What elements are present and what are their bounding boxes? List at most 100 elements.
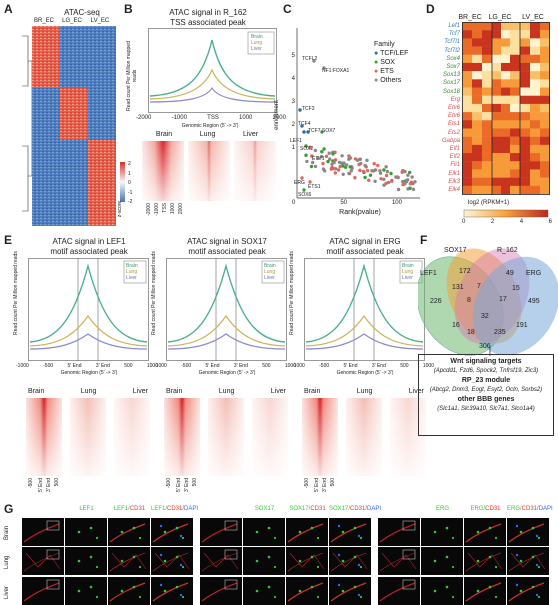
c-ann-sox2: SOX2 bbox=[300, 146, 314, 152]
e-xticks: -1000 -500 5' End 3' End 500 1000 bbox=[292, 363, 434, 369]
d-gene-label: Tcf7 bbox=[448, 31, 460, 38]
g-micrograph-tile bbox=[378, 547, 420, 575]
d-cell bbox=[520, 22, 530, 31]
g-col-header: LEF1/CD31/DAPI bbox=[151, 506, 199, 512]
g-micrograph-tile bbox=[22, 518, 64, 546]
d-cell bbox=[520, 95, 530, 105]
d-cell bbox=[482, 153, 492, 162]
panel-d-col-lv: LV_EC bbox=[522, 14, 544, 21]
d-cell bbox=[520, 144, 530, 154]
c-dot bbox=[313, 164, 318, 169]
c-dot bbox=[310, 154, 314, 158]
d-cell bbox=[472, 95, 482, 105]
g-row-label: Brain bbox=[4, 525, 10, 540]
e-xlabel: Genomic Region (5' -> 3') bbox=[336, 370, 394, 376]
d-cell bbox=[520, 46, 530, 55]
e-plot-subtitle: motif associated peak bbox=[188, 247, 266, 256]
venn-number: 8 bbox=[467, 297, 471, 304]
d-cell bbox=[501, 112, 510, 121]
d-cell bbox=[492, 30, 501, 39]
d-cell bbox=[492, 95, 501, 105]
d-cell bbox=[540, 22, 550, 31]
e-legend: Brain Lung Liver bbox=[264, 263, 276, 281]
c-dot bbox=[333, 171, 337, 175]
d-gene-label: Elf1 bbox=[449, 146, 460, 153]
d-cell bbox=[492, 128, 501, 137]
g-micrograph-tile bbox=[507, 547, 549, 575]
d-cell bbox=[520, 136, 530, 146]
d-cell bbox=[540, 103, 550, 113]
c-dot bbox=[321, 161, 325, 166]
d-cell bbox=[462, 153, 472, 162]
d-cell bbox=[540, 177, 550, 187]
panel-c-xlabel: Rank(pvalue) bbox=[339, 209, 381, 216]
d-cell bbox=[510, 161, 520, 170]
d-cell bbox=[492, 112, 501, 121]
c-dot bbox=[341, 164, 345, 168]
panel-a-title: ATAC-seq bbox=[64, 8, 100, 17]
d-cell bbox=[492, 144, 501, 154]
d-cell bbox=[540, 62, 550, 72]
g-col-header: ERG bbox=[435, 506, 449, 512]
d-cell bbox=[462, 128, 472, 137]
d-cell bbox=[492, 153, 501, 162]
panel-d-scale-bar bbox=[463, 209, 549, 218]
c-dot-sox6 bbox=[302, 188, 306, 192]
c-dot bbox=[347, 157, 351, 161]
d-cell bbox=[492, 62, 501, 72]
d-cell bbox=[530, 112, 540, 121]
c-dot bbox=[326, 159, 330, 164]
c-dot bbox=[324, 154, 329, 158]
panel-b-ylabel: Read count Per Million mapped reads bbox=[126, 41, 138, 111]
d-cell bbox=[530, 79, 540, 88]
d-cell bbox=[530, 71, 540, 80]
d-gene-label: Tcf7l1 bbox=[444, 39, 460, 46]
g-micrograph-tile bbox=[108, 547, 150, 575]
d-cell bbox=[462, 103, 472, 113]
d-cell bbox=[520, 71, 530, 80]
c-dot bbox=[382, 183, 386, 187]
d-cell bbox=[482, 71, 492, 80]
d-cell bbox=[510, 185, 520, 195]
d-cell bbox=[492, 136, 501, 146]
c-dot bbox=[400, 170, 404, 174]
e-heat-ticks: -500 5' End 3' End 500 bbox=[166, 478, 198, 493]
panel-b-xticks: -2000 -1000 TSS 1000 2000 bbox=[136, 115, 286, 121]
d-cell bbox=[472, 177, 482, 187]
d-gene-label: Fli1 bbox=[450, 162, 460, 169]
d-cell bbox=[530, 95, 540, 105]
d-cell bbox=[462, 120, 472, 129]
d-cell bbox=[501, 62, 510, 72]
g-row-label: Lung bbox=[4, 555, 10, 569]
c-dot bbox=[373, 179, 377, 183]
d-cell bbox=[462, 136, 472, 146]
d-cell bbox=[520, 120, 530, 129]
d-cell bbox=[501, 54, 510, 64]
c-dot bbox=[342, 161, 346, 165]
c-dot bbox=[328, 157, 332, 161]
d-gene-label: Elk1 bbox=[448, 170, 460, 177]
d-cell bbox=[510, 144, 520, 154]
d-cell bbox=[462, 62, 472, 72]
g-micrograph-tile bbox=[200, 577, 242, 605]
e-heat-titles: Brain Lung Liver bbox=[166, 388, 286, 395]
d-cell bbox=[510, 62, 520, 72]
e-legend: Brain Lung Liver bbox=[126, 263, 138, 281]
g-col-header: ERG/CD31/DAPI bbox=[507, 506, 553, 512]
panel-c-ylabel: enrichment bbox=[273, 100, 280, 130]
c-ann-nf1: NF1:FOXA1 bbox=[322, 68, 350, 74]
d-cell bbox=[462, 169, 472, 178]
d-cell bbox=[540, 144, 550, 154]
e-plot-title: ATAC signal in ERG bbox=[329, 237, 401, 246]
panel-d-col-lg: LG_EC bbox=[488, 14, 512, 21]
venn-number: 131 bbox=[452, 284, 464, 291]
panel-label-e: E bbox=[4, 233, 13, 247]
d-gene-label: Ets2 bbox=[447, 129, 460, 136]
d-cell bbox=[510, 79, 520, 88]
c-dot bbox=[357, 162, 361, 167]
g-micrograph-tile bbox=[378, 577, 420, 605]
d-cell bbox=[492, 169, 501, 178]
c-dot bbox=[305, 159, 309, 164]
d-cell bbox=[472, 71, 482, 80]
d-gene-label: Elk3 bbox=[448, 178, 460, 185]
